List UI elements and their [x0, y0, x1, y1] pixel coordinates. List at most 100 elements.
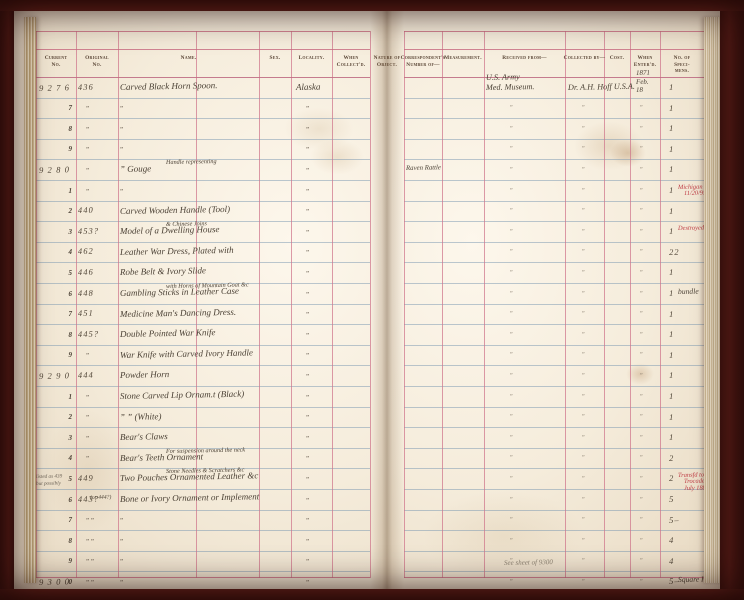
current-no-digit: 4: [68, 454, 73, 463]
row-rule: [36, 200, 370, 202]
book-cover-right: [720, 0, 744, 600]
original-no-value: 453?: [77, 226, 100, 236]
current-no-digit: 7: [68, 516, 73, 525]
when-entered-ditto: ”: [640, 475, 643, 482]
name-value: Carved Black Horn Spoon.: [119, 80, 218, 92]
name-value: Medicine Man's Dancing Dress.: [119, 306, 237, 319]
collected-by-ditto: ”: [582, 331, 585, 338]
row-rule: [36, 406, 370, 408]
name-value: Double Pointed War Knife: [119, 327, 216, 340]
no-specimens-value: 1: [668, 226, 675, 237]
margin-note-left: listed as 439: [35, 473, 63, 480]
row-rule: [404, 550, 704, 552]
current-no-digit: 1: [68, 186, 73, 195]
page-border-rule: [404, 31, 704, 32]
locality-value: Alaska: [295, 81, 321, 92]
current-no-digit: 8: [68, 124, 73, 133]
when-entered-ditto: ”: [640, 537, 643, 544]
current-no-digit: 0: [68, 577, 73, 586]
current-no-digit: 2: [68, 413, 73, 422]
no-specimens-value: 1: [668, 143, 675, 154]
when-entered-ditto: ”: [640, 125, 643, 132]
current-no-digit: 4: [68, 248, 73, 257]
current-no-digit: 6: [68, 289, 73, 298]
page-border-rule: [404, 577, 704, 578]
collected-by-ditto: ”: [582, 311, 585, 318]
collected-by-ditto: ”: [582, 537, 585, 544]
row-rule: [36, 138, 370, 140]
original-no-value: 444: [77, 370, 94, 380]
name-value: ”: [120, 537, 124, 546]
original-no-value: 446: [77, 267, 94, 277]
name-value: ”: [120, 125, 124, 134]
name-note: & Chinese Joins: [165, 220, 207, 229]
collected-by-ditto: ”: [582, 496, 585, 503]
current-no-digit: 5: [68, 268, 73, 277]
locality-value: ”: [306, 352, 310, 361]
name-value: Bear's Claws: [119, 431, 168, 443]
column-rule: [118, 31, 119, 578]
remarks-value: bundle: [677, 286, 699, 296]
original-no-value: 462: [77, 246, 94, 257]
current-no-digit: 7: [68, 310, 73, 319]
book-cover-top: [0, 0, 744, 11]
column-rule: [484, 31, 485, 578]
original-no-value: 451: [77, 308, 94, 319]
header-rule: [404, 49, 704, 50]
when-entered-ditto: ”: [640, 455, 643, 462]
row-rule: [36, 489, 370, 490]
collected-by-ditto: ”: [582, 414, 585, 421]
original-no-value: ” ”: [86, 537, 94, 546]
column-rule: [630, 31, 631, 578]
row-rule: [36, 427, 370, 429]
no-specimens-value: 2: [668, 452, 675, 463]
book-cover-bottom: [0, 589, 744, 600]
received-from-ditto: ”: [510, 166, 513, 173]
column-rule: [660, 31, 661, 578]
when-entered-ditto: ”: [640, 208, 643, 215]
received-from-value: U.S. Army: [485, 72, 520, 82]
current-no-digit: 8: [68, 330, 73, 339]
received-from-ditto: ”: [510, 455, 513, 462]
page-border-rule: [36, 31, 370, 32]
when-entered-ditto: ”: [640, 105, 643, 112]
collected-by-ditto: ”: [582, 434, 585, 441]
row-rule: [404, 530, 704, 532]
row-rule: [36, 386, 370, 387]
original-no-value: 445?: [77, 329, 100, 339]
row-rule: [36, 447, 370, 449]
row-rule: [36, 509, 370, 511]
row-rule: [404, 283, 704, 284]
when-entered-ditto: ”: [640, 517, 643, 524]
original-no-value: ”: [86, 393, 90, 402]
name-value: ”: [120, 105, 124, 114]
locality-value: ”: [306, 125, 310, 134]
row-rule: [404, 303, 704, 305]
current-no-digit: 3: [68, 433, 73, 442]
column-header-locality: Locality.: [298, 55, 325, 61]
name-value: ” Gouge: [119, 163, 152, 175]
column-rule: [36, 31, 37, 578]
locality-value: ”: [306, 228, 310, 237]
row-rule: [404, 468, 704, 470]
collected-by-ditto: ”: [582, 290, 585, 297]
locality-value: ”: [306, 146, 310, 155]
name-value: Leather War Dress, Plated with: [119, 244, 234, 257]
column-header-original_no: Original No.: [85, 55, 109, 68]
received-from-ditto: ”: [510, 187, 513, 194]
row-rule: [36, 159, 370, 161]
column-rule: [291, 31, 292, 578]
row-rule: [404, 509, 704, 511]
column-rule: [565, 31, 566, 578]
locality-value: ”: [306, 166, 310, 175]
locality-value: ”: [306, 434, 310, 443]
received-from-ditto: ”: [510, 393, 513, 400]
locality-value: ”: [306, 105, 310, 114]
book-spine-left: [0, 0, 14, 600]
locality-value: ”: [306, 496, 310, 505]
header-rule: [404, 77, 704, 78]
header-rule: [36, 77, 370, 78]
locality-value: ”: [306, 475, 310, 484]
row-rule: [36, 344, 370, 346]
current-no-digit: 9: [68, 557, 73, 566]
